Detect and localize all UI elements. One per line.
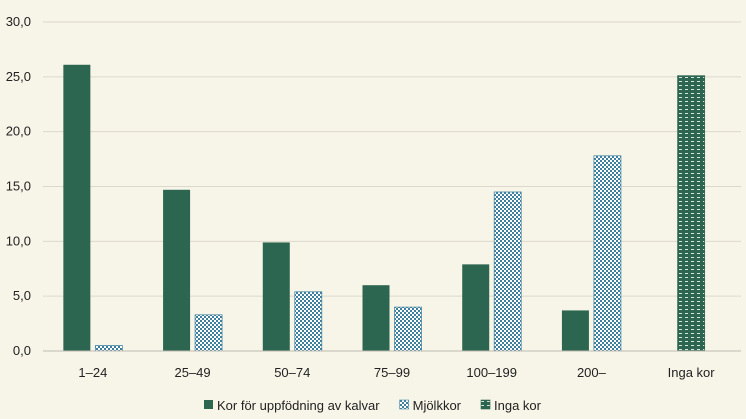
legend-swatch [399, 399, 409, 410]
y-tick-label: 30,0 [6, 14, 31, 29]
kalvar-bar [262, 242, 290, 351]
kalvar-bar [462, 264, 490, 351]
kalvar-bar [561, 310, 589, 351]
mjolkkor-bar [194, 314, 223, 352]
x-category-label: 100–199 [466, 365, 517, 380]
x-category-label: 25–49 [174, 365, 210, 380]
mjolkkor-bar [394, 306, 422, 352]
legend-label: Kor för uppfödning av kalvar [217, 398, 380, 413]
x-category-label: 200– [577, 365, 607, 380]
y-tick-label: 0,0 [13, 343, 31, 358]
mjolkkor-bar [493, 191, 522, 352]
x-category-label: 75–99 [374, 365, 410, 380]
legend-label: Mjölkkor [413, 398, 462, 413]
legend-swatch [204, 400, 213, 409]
y-tick-label: 5,0 [13, 288, 31, 303]
kalvar-bar [362, 285, 390, 351]
mjolkkor-bar [294, 291, 323, 352]
x-category-label: Inga kor [668, 365, 716, 380]
y-tick-label: 20,0 [6, 124, 31, 139]
y-tick-label: 15,0 [6, 179, 31, 194]
legend-label: Inga kor [494, 398, 542, 413]
y-tick-label: 10,0 [6, 233, 31, 248]
x-category-label: 50–74 [274, 365, 310, 380]
x-category-label: 1–24 [78, 365, 107, 380]
inga-kor-bar [677, 75, 706, 352]
kalvar-bar [63, 64, 91, 352]
mjolkkor-bar [593, 155, 622, 352]
y-tick-label: 25,0 [6, 69, 31, 84]
legend-swatch [480, 399, 491, 410]
kalvar-bar [163, 189, 191, 351]
mjolkkor-bar [94, 345, 123, 352]
